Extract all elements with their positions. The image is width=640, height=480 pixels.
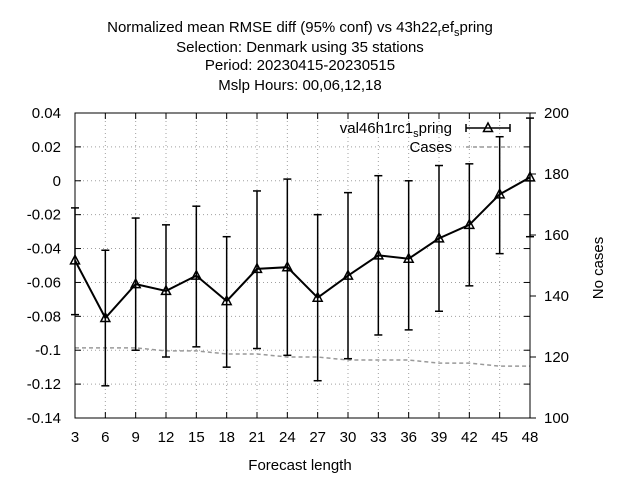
y-tick-label: 0.02 [32, 139, 61, 156]
y2-tick-label: 140 [544, 288, 569, 305]
legend-label-cases: Cases [409, 139, 452, 156]
y-tick-label: 0 [53, 173, 61, 190]
title-suffix-3: pring [460, 19, 493, 36]
x-tick-label: 3 [71, 429, 79, 446]
y-tick-label: -0.06 [27, 274, 61, 291]
x-axis-label: Forecast length [248, 457, 351, 474]
data-point [372, 248, 385, 260]
legend-suffix-0: s [413, 128, 419, 140]
x-tick-label: 18 [218, 429, 235, 446]
x-tick-label: 42 [461, 429, 478, 446]
x-tick-label: 39 [431, 429, 448, 446]
x-tick-label: 45 [491, 429, 508, 446]
title-line-parameter: Mslp Hours: 00,06,12,18 [218, 77, 381, 94]
x-tick-label: 6 [101, 429, 109, 446]
title-line-period: Period: 20230415-20230515 [205, 57, 395, 74]
title-suffix-2: s [454, 27, 460, 39]
data-point [220, 294, 233, 306]
data-point [493, 187, 506, 199]
cases-line [75, 347, 530, 367]
title-suffix-0: r [438, 27, 442, 39]
x-tick-label: 24 [279, 429, 296, 446]
data-point [99, 311, 112, 323]
y-tick-label: -0.02 [27, 207, 61, 224]
x-tick-label: 30 [340, 429, 357, 446]
legend-label-val46h1rc1-base: val46h1rc1 [340, 120, 413, 137]
y-tick-label: -0.1 [35, 342, 61, 359]
y2-tick-label: 180 [544, 166, 569, 183]
title-suffix-1: ef [442, 19, 455, 36]
y2-tick-label: 100 [544, 410, 569, 427]
series-line [74, 176, 531, 320]
y-tick-label: -0.08 [27, 308, 61, 325]
y2-axis-label: No cases [590, 237, 607, 300]
legend-label-val46h1rc1: val46h1rc1spring [340, 120, 452, 140]
data-point [311, 291, 324, 302]
legend-suffix-1: pring [419, 120, 452, 137]
data-point [281, 260, 294, 272]
x-tick-label: 12 [158, 429, 175, 446]
data-point [160, 284, 172, 296]
x-axis-ticks: 3 6 9 12 15 18 21 24 27 30 33 36 39 42 45 48 [71, 113, 539, 446]
legend-sample-marker [482, 121, 494, 133]
x-tick-label: 48 [522, 429, 539, 446]
x-tick-label: 21 [249, 429, 266, 446]
data-point [129, 277, 142, 289]
x-tick-label: 9 [131, 429, 139, 446]
y2-tick-label: 160 [544, 227, 569, 244]
y-tick-label: -0.12 [27, 376, 61, 393]
y-axis-ticks: 0.04 0.02 0 -0.02 -0.04 -0.06 -0.08 -0.1 -0.12 -0… [27, 105, 530, 427]
data-point [342, 269, 354, 280]
y-tick-label: -0.14 [27, 410, 61, 427]
data-point [433, 231, 445, 243]
x-tick-label: 36 [400, 429, 417, 446]
y2-axis-ticks: 200 180 160 140 120 100 [530, 105, 569, 427]
chart-title: Normalized mean RMSE diff (95% conf) vs … [107, 19, 493, 94]
title-line-main: Normalized mean RMSE diff (95% conf) vs … [107, 19, 493, 39]
y-tick-label: 0.04 [32, 105, 61, 122]
plot-frame [74, 112, 531, 419]
x-tick-label: 15 [188, 429, 205, 446]
y2-tick-label: 120 [544, 349, 569, 366]
title-line-selection: Selection: Denmark using 35 stations [176, 39, 424, 56]
data-point [190, 269, 203, 280]
x-tick-label: 33 [370, 429, 387, 446]
x-tick-label: 27 [309, 429, 326, 446]
y2-tick-label: 200 [544, 105, 569, 122]
data-point [251, 262, 263, 274]
series-cases [75, 347, 530, 367]
y-tick-label: -0.04 [27, 241, 61, 258]
data-point [463, 218, 476, 230]
data-point [402, 252, 415, 263]
